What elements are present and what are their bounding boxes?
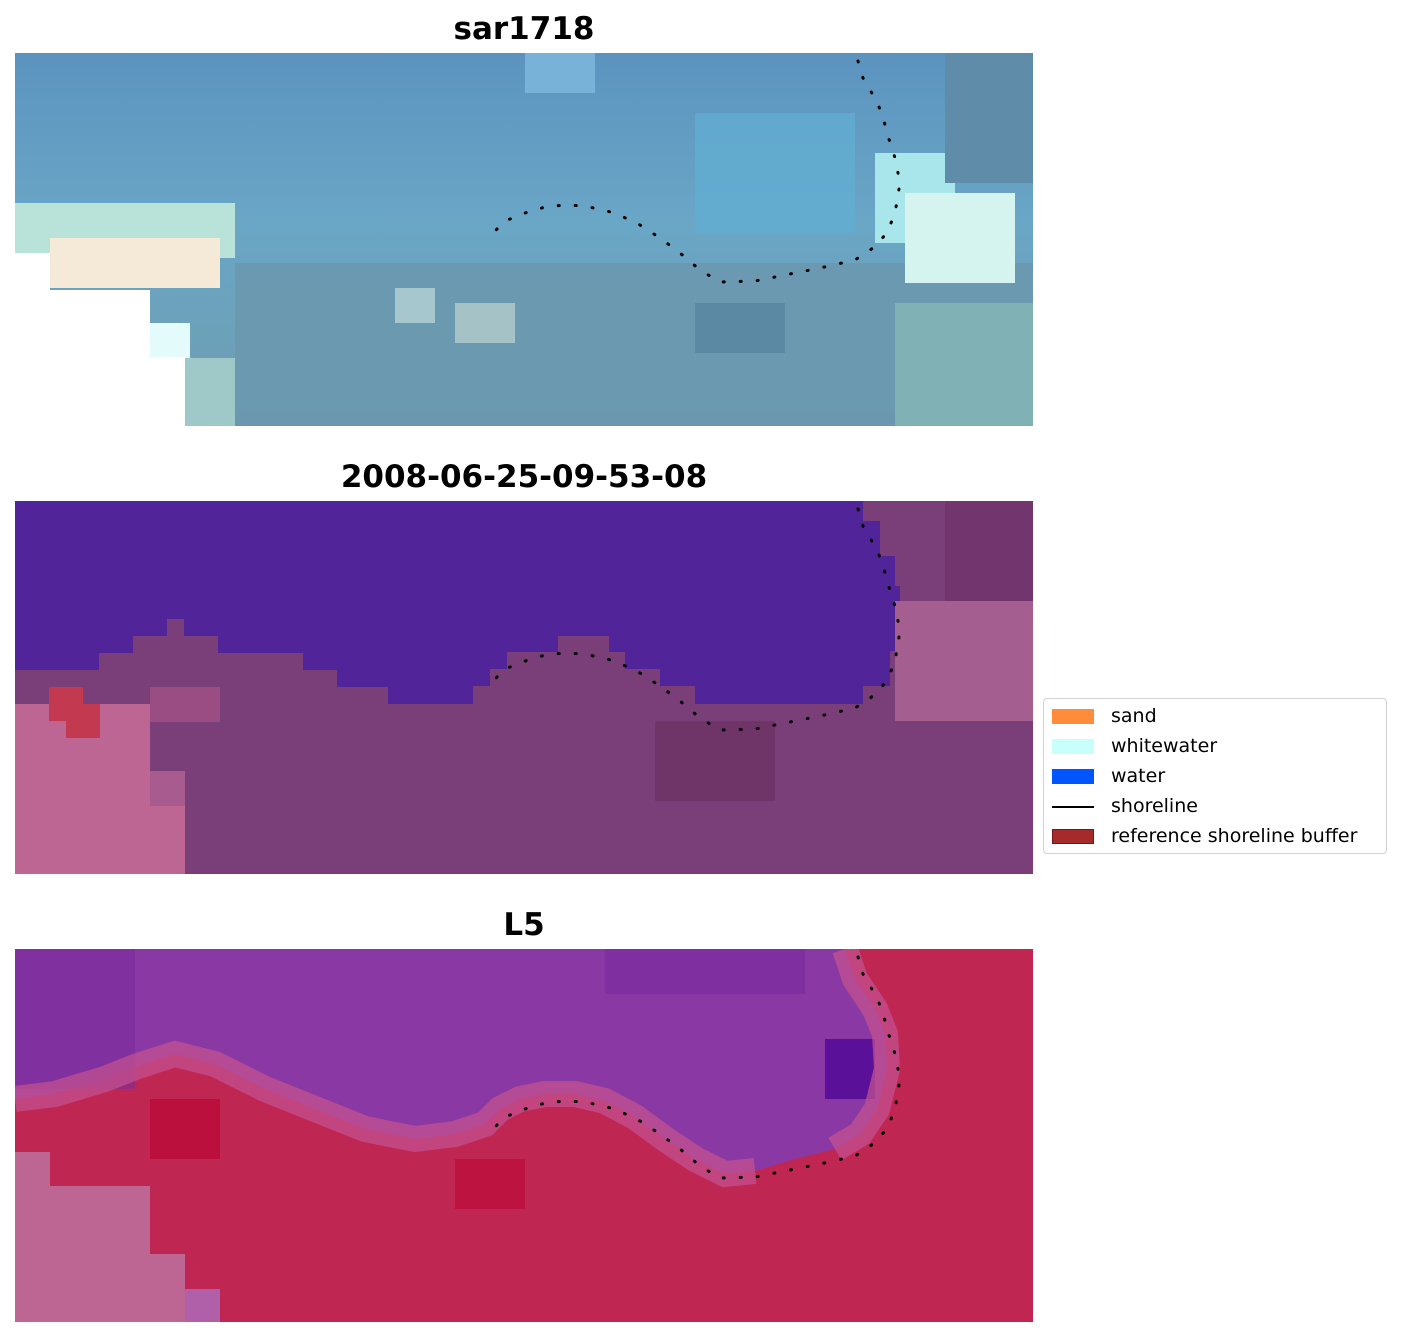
classified-image [15,501,1033,874]
legend-label: sand [1111,705,1157,727]
legend-label: shoreline [1111,795,1198,817]
sand-swatch [1052,709,1094,724]
legend-item-whitewater: whitewater [1051,731,1381,761]
panel-title-sar1718: sar1718 [453,11,595,47]
water-swatch [1052,769,1094,784]
legend: sand whitewater water shoreline referenc… [1043,698,1387,854]
rgb-image [15,53,1033,426]
legend-label: whitewater [1111,735,1218,757]
legend-label: water [1111,765,1166,787]
shoreline-dots [493,507,902,732]
whitewater-swatch [1052,739,1094,754]
index-image [15,949,1033,1322]
legend-item-shoreline: shoreline [1051,791,1381,821]
panel-title-date: 2008-06-25-09-53-08 [340,459,708,495]
shoreline-line-swatch [1052,806,1094,808]
shoreline-dots [493,955,902,1180]
legend-item-water: water [1051,761,1381,791]
image-panel-rgb [15,53,1033,426]
legend-item-sand: sand [1051,701,1381,731]
legend-item-reference-shoreline-buffer: reference shoreline buffer [1051,821,1381,851]
image-panel-index [15,949,1033,1322]
reference-buffer-swatch [1052,829,1094,844]
image-panel-classification [15,501,1033,874]
panel-title-l5: L5 [503,907,545,943]
shoreline-dots [493,59,902,284]
legend-label: reference shoreline buffer [1111,825,1358,847]
